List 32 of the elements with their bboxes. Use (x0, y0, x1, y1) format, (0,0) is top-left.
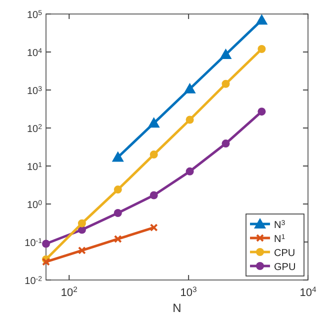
point (42, 240, 50, 248)
point (222, 140, 230, 148)
point (222, 80, 230, 88)
point (78, 246, 86, 254)
x-tick-label: 10$^{4}$ (300, 284, 317, 299)
x-tick-label: 10$^{2}$ (60, 284, 78, 299)
point (150, 224, 158, 232)
point (258, 108, 266, 116)
legend-label: GPU (274, 262, 296, 273)
point (258, 44, 266, 53)
point (114, 234, 122, 243)
point (150, 191, 158, 200)
point (42, 258, 50, 266)
point (150, 150, 158, 159)
y-tick-label: 10$^{-2}$ (24, 276, 42, 287)
point (186, 167, 194, 176)
y-tick-label: 10$^{2}$ (26, 124, 42, 135)
x-axis-title: N (172, 301, 182, 315)
legend-label: CPU (274, 248, 296, 259)
y-tick-label: 10$^{5}$ (26, 10, 42, 21)
y-tick-label: 10$^{3}$ (26, 86, 42, 97)
legend-label: N$^{1}$ (274, 234, 286, 245)
y-tick-label: 10$^{0}$ (26, 200, 42, 211)
point (186, 116, 194, 124)
point (78, 219, 86, 228)
y-tick-label: 10$^{4}$ (26, 48, 42, 59)
legend-label: N$^{3}$ (274, 220, 286, 231)
point (114, 208, 122, 217)
point (114, 186, 122, 194)
x-tick-label: 10$^{3}$ (180, 284, 197, 299)
y-tick-label: 10$^{1}$ (26, 162, 42, 173)
y-tick-label: 10$^{-1}$ (24, 238, 42, 249)
